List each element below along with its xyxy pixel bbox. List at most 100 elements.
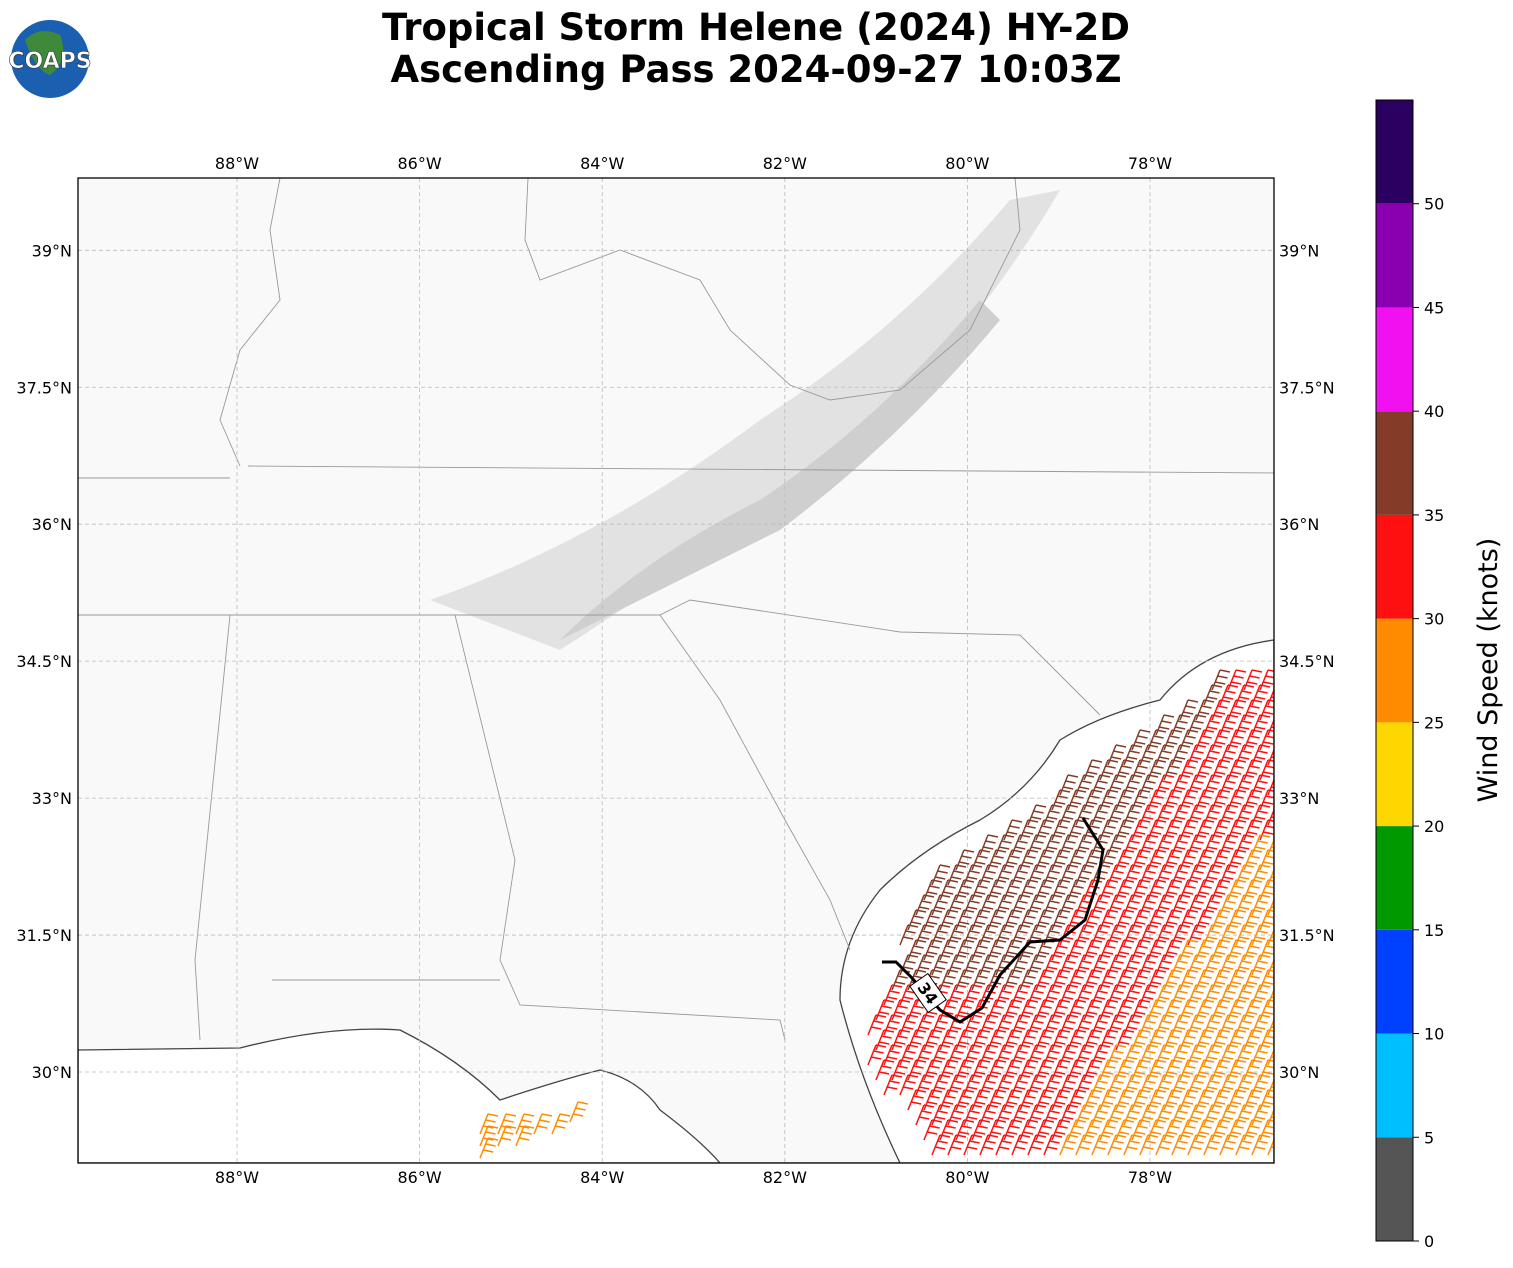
- wind-barb: [1067, 789, 1087, 811]
- wind-barb: [1107, 894, 1127, 916]
- wind-barb: [1091, 804, 1111, 826]
- wind-barb: [1051, 849, 1071, 871]
- wind-barb: [1235, 804, 1255, 826]
- wind-barb: [979, 864, 999, 886]
- wind-barb: [1003, 849, 1023, 871]
- lat-tick-label: 30°N: [1279, 1063, 1319, 1082]
- wind-barb: [1051, 999, 1071, 1021]
- wind-barb: [1179, 849, 1199, 871]
- wind-barb: [1091, 1134, 1111, 1156]
- wind-barb: [1251, 984, 1271, 1006]
- wind-barb: [1123, 1014, 1143, 1036]
- wind-barb: [1203, 804, 1223, 826]
- wind-barb: [1227, 1029, 1247, 1051]
- wind-barb: [1211, 999, 1231, 1021]
- wind-barb: [915, 894, 935, 916]
- wind-barb: [1219, 774, 1239, 796]
- lat-tick-label: 34.5°N: [16, 652, 72, 671]
- wind-barb: [1075, 954, 1095, 976]
- wind-barb: [955, 849, 975, 871]
- wind-barb: [995, 924, 1015, 946]
- wind-barb: [1235, 864, 1255, 886]
- wind-barb: [1123, 744, 1143, 766]
- colorbar-segment: [1376, 100, 1413, 204]
- wind-barb: [963, 924, 983, 946]
- wind-barb: [899, 1014, 919, 1036]
- wind-barb: [995, 894, 1015, 916]
- wind-barb: [1091, 1014, 1111, 1036]
- wind-barb: [1027, 1074, 1047, 1096]
- map-frame: [77, 177, 1275, 1164]
- wind-barb: [899, 1074, 919, 1096]
- wind-barb: [1067, 909, 1087, 931]
- wind-barb: [955, 1029, 975, 1051]
- wind-barb: [1195, 1029, 1215, 1051]
- wind-barb: [1203, 744, 1223, 766]
- wind-barb: [1123, 804, 1143, 826]
- wind-barb: [1155, 804, 1175, 826]
- wind-barb: [1163, 849, 1183, 871]
- lat-tick-label: 36°N: [1279, 515, 1319, 534]
- wind-barb: [1123, 1044, 1143, 1066]
- wind-barb: [1139, 1104, 1159, 1126]
- wind-barb: [963, 1104, 983, 1126]
- wind-barb: [971, 969, 991, 991]
- wind-barb: [1075, 1074, 1095, 1096]
- wind-barb: [891, 1059, 911, 1081]
- wind-barb: [1139, 894, 1159, 916]
- wind-barb: [1003, 999, 1023, 1021]
- wind-barb: [1139, 984, 1159, 1006]
- wind-barb: [1267, 1017, 1274, 1036]
- wind-barb: [1083, 939, 1103, 961]
- wind-barb: [1115, 849, 1135, 871]
- wind-barb: [1251, 924, 1271, 946]
- wind-barb: [915, 1014, 935, 1036]
- wind-barb: [1131, 819, 1151, 841]
- wind-barb: [1043, 834, 1063, 856]
- wind-barb: [1147, 879, 1167, 901]
- wind-barb: [1219, 1014, 1239, 1036]
- wind-barb: [1147, 969, 1167, 991]
- wind-barb: [1083, 999, 1103, 1021]
- wind-barb: [1267, 867, 1274, 886]
- wind-barb: [1211, 819, 1231, 841]
- colorbar-tick-label: 15: [1424, 921, 1444, 940]
- wind-barb: [979, 1134, 999, 1156]
- wind-barb: [1259, 729, 1274, 751]
- wind-barb: [1219, 834, 1239, 856]
- map-ticks: 88°W 88°W 86°W 86°W 84°W 84°W 82°W 82°W 80°W 80°W…: [16, 154, 1334, 1187]
- colorbar-tick-label: 30: [1424, 610, 1444, 629]
- wind-barb: [883, 1074, 903, 1096]
- wind-barb: [931, 1074, 951, 1096]
- wind-barb: [979, 924, 999, 946]
- wind-barb: [1219, 954, 1239, 976]
- wind-barb: [1019, 879, 1039, 901]
- wind-barb: [1203, 1074, 1223, 1096]
- wind-barb: [1235, 954, 1255, 976]
- wind-barb: [1131, 969, 1151, 991]
- wind-barb: [1115, 969, 1135, 991]
- wind-barb: [915, 1074, 935, 1096]
- wind-barb: [1187, 984, 1207, 1006]
- wind-barb: [1051, 1029, 1071, 1051]
- wind-barb: [939, 939, 959, 961]
- wind-barb: [1027, 1104, 1047, 1126]
- wind-barb: [1131, 999, 1151, 1021]
- wind-barb: [1227, 999, 1247, 1021]
- wind-barb: [1139, 804, 1159, 826]
- wind-barb: [1187, 894, 1207, 916]
- wind-barb: [1139, 924, 1159, 946]
- wind-barb: [1043, 1074, 1063, 1096]
- wind-barb: [1003, 969, 1023, 991]
- wind-barb: [955, 909, 975, 931]
- wind-barb: [1227, 939, 1247, 961]
- wind-barb: [1219, 1104, 1239, 1126]
- wind-barb: [1203, 1014, 1223, 1036]
- wind-barb: [1219, 864, 1239, 886]
- wind-barb: [1003, 1119, 1023, 1141]
- wind-barb: [1003, 939, 1023, 961]
- wind-barb: [1267, 1077, 1274, 1096]
- wind-barb: [1131, 939, 1151, 961]
- wind-barb: [1179, 999, 1199, 1021]
- wind-barb: [915, 1104, 935, 1126]
